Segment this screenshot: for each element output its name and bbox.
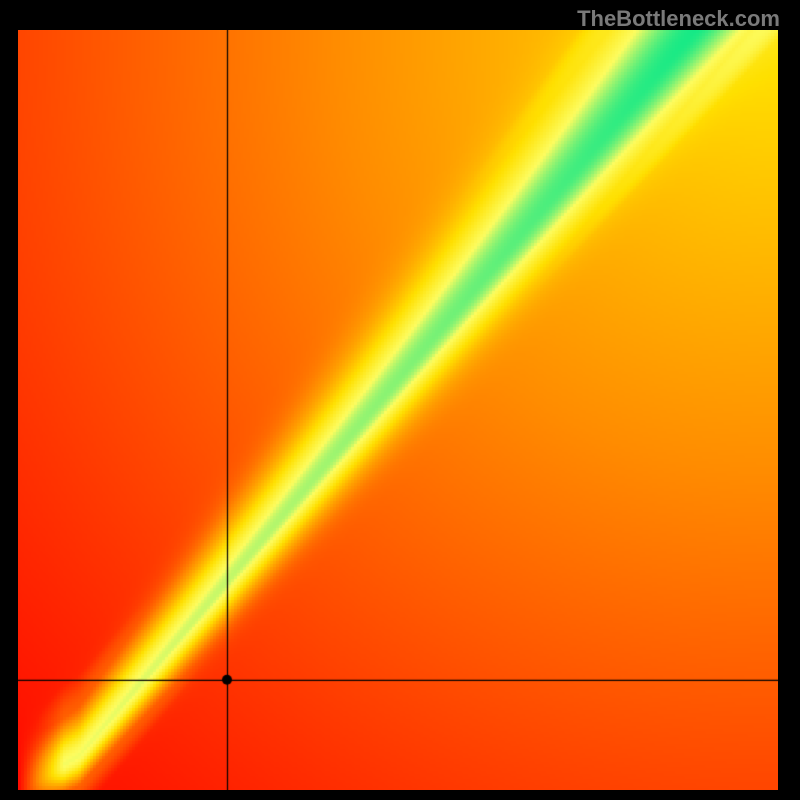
heatmap-canvas xyxy=(18,30,778,790)
heatmap-plot xyxy=(18,30,778,790)
chart-container: TheBottleneck.com xyxy=(0,0,800,800)
watermark-text: TheBottleneck.com xyxy=(577,6,780,32)
